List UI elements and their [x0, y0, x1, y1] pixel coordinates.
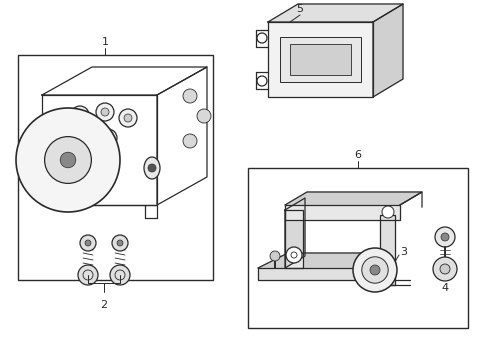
Polygon shape [379, 215, 394, 285]
Circle shape [439, 264, 449, 274]
Circle shape [183, 89, 197, 103]
Circle shape [104, 134, 112, 142]
Ellipse shape [143, 157, 160, 179]
Circle shape [361, 257, 387, 283]
Polygon shape [372, 4, 402, 97]
Text: 4: 4 [441, 283, 447, 293]
Circle shape [352, 248, 396, 292]
Polygon shape [42, 67, 206, 95]
Circle shape [183, 134, 197, 148]
Polygon shape [285, 192, 421, 205]
Circle shape [110, 265, 130, 285]
Polygon shape [157, 67, 206, 205]
Text: 5: 5 [296, 4, 303, 14]
Circle shape [112, 235, 128, 251]
Circle shape [78, 136, 86, 144]
Bar [285, 210, 303, 268]
Circle shape [381, 206, 393, 218]
Circle shape [78, 265, 98, 285]
Circle shape [440, 233, 448, 241]
Circle shape [119, 109, 137, 127]
Text: 6: 6 [354, 150, 361, 160]
Circle shape [117, 240, 123, 246]
Circle shape [269, 251, 280, 261]
Text: 3: 3 [399, 247, 406, 257]
Bar [379, 215, 394, 285]
Bar [280, 37, 360, 82]
Circle shape [99, 129, 117, 147]
Circle shape [85, 240, 91, 246]
Bar [247, 168, 467, 328]
Polygon shape [42, 95, 157, 205]
Bar [285, 205, 399, 220]
Circle shape [16, 108, 120, 212]
Circle shape [60, 152, 76, 168]
Circle shape [71, 106, 89, 124]
Polygon shape [258, 268, 357, 280]
Circle shape [124, 114, 132, 122]
Text: 2: 2 [100, 300, 107, 310]
Polygon shape [267, 22, 372, 97]
Bar [42, 95, 157, 205]
Circle shape [96, 103, 114, 121]
Circle shape [80, 235, 96, 251]
Circle shape [73, 131, 91, 149]
Circle shape [432, 257, 456, 281]
Circle shape [257, 33, 266, 43]
Circle shape [369, 265, 379, 275]
Circle shape [257, 76, 266, 86]
Circle shape [148, 164, 156, 172]
Circle shape [197, 109, 210, 123]
Bar [18, 55, 213, 280]
Polygon shape [267, 4, 402, 22]
Polygon shape [258, 253, 387, 268]
Circle shape [44, 136, 91, 183]
Bar [267, 22, 372, 97]
Circle shape [76, 111, 84, 119]
Polygon shape [285, 205, 399, 220]
Bar [258, 268, 357, 280]
Circle shape [101, 108, 109, 116]
Polygon shape [285, 198, 305, 268]
Text: 1: 1 [102, 37, 108, 47]
Polygon shape [285, 210, 303, 268]
Circle shape [285, 247, 302, 263]
Circle shape [434, 227, 454, 247]
Bar [289, 44, 350, 75]
